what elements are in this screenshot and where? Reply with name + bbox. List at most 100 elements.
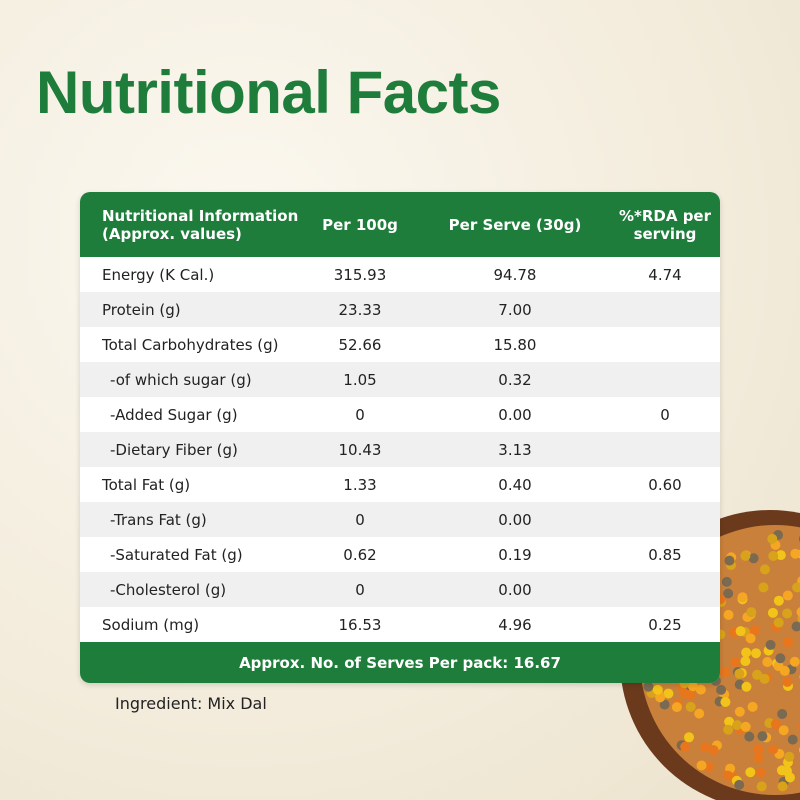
- table-row: -Added Sugar (g) 0 0.00 0: [80, 397, 720, 432]
- lentil: [643, 681, 654, 692]
- table-row: Total Fat (g) 1.33 0.40 0.60: [80, 467, 720, 502]
- table-header: Nutritional Information (Approx. values)…: [80, 192, 720, 257]
- rda: 4.74: [648, 265, 682, 284]
- per-serve: 0.00: [498, 580, 532, 599]
- rda: 0: [660, 405, 670, 424]
- lentil: [747, 701, 758, 712]
- lentil: [796, 607, 800, 617]
- ingredient: Ingredient: Mix Dal: [115, 694, 267, 713]
- lentil: [757, 731, 768, 742]
- lentil: [746, 607, 757, 618]
- lentil: [752, 669, 763, 680]
- table-row: Energy (K Cal.) 315.93 94.78 4.74: [80, 257, 720, 292]
- per-100g: 0.62: [343, 545, 377, 564]
- lentil: [685, 701, 696, 712]
- header-cell: Per 100g: [322, 215, 398, 234]
- lentil: [740, 550, 751, 561]
- per-100g: 0: [355, 510, 365, 529]
- table-row: -Cholesterol (g) 0 0.00: [80, 572, 720, 607]
- lentil: [655, 692, 666, 703]
- per-100g: 0: [355, 580, 365, 599]
- lentil: [756, 781, 767, 792]
- rda: 0.85: [648, 545, 682, 564]
- lentil: [797, 614, 800, 624]
- lentil: [762, 657, 773, 668]
- table-row: -of which sugar (g) 1.05 0.32: [80, 362, 720, 397]
- lentil: [797, 721, 800, 731]
- nutrient-label: -Cholesterol (g): [110, 580, 227, 599]
- per-serve: 0.32: [498, 370, 532, 389]
- lentil: [745, 633, 756, 644]
- table-row: Sodium (mg) 16.53 4.96 0.25: [80, 607, 720, 642]
- lentil: [723, 609, 734, 620]
- lentil: [659, 699, 670, 710]
- nutrient-label: -Dietary Fiber (g): [110, 440, 238, 459]
- lentil: [721, 576, 732, 587]
- lentil: [708, 745, 719, 756]
- lentil: [663, 688, 674, 699]
- lentil: [687, 681, 698, 692]
- nutrient-label: Total Fat (g): [102, 475, 191, 494]
- lentil: [695, 684, 706, 695]
- lentil: [782, 590, 793, 601]
- per-serve: 0.00: [498, 510, 532, 529]
- lentil: [735, 626, 746, 637]
- nutrient-label: Energy (K Cal.): [102, 265, 215, 284]
- lentil: [758, 582, 769, 593]
- lentil: [704, 761, 715, 772]
- lentil: [748, 553, 759, 564]
- lentil: [744, 731, 755, 742]
- table-row: -Saturated Fat (g) 0.62 0.19 0.85: [80, 537, 720, 572]
- header-cell: Per Serve (30g): [448, 215, 582, 234]
- nutrient-label: -Trans Fat (g): [110, 510, 207, 529]
- rda: 0.25: [648, 615, 682, 634]
- per-serve: 0.00: [498, 405, 532, 424]
- lentil: [750, 648, 761, 659]
- per-100g: 16.53: [338, 615, 382, 634]
- lentil: [740, 656, 751, 667]
- per-100g: 23.33: [338, 300, 382, 319]
- lentil: [770, 719, 781, 730]
- lentil: [759, 564, 770, 575]
- per-serve: 3.13: [498, 440, 532, 459]
- lentil: [734, 779, 745, 790]
- lentil: [719, 666, 730, 677]
- lentil: [740, 721, 751, 732]
- lentil: [791, 621, 800, 632]
- nutrient-label: -of which sugar (g): [110, 370, 252, 389]
- nutrient-label: -Added Sugar (g): [110, 405, 238, 424]
- lentil: [732, 720, 743, 731]
- lentil: [679, 688, 690, 699]
- lentil: [767, 607, 778, 618]
- lentil: [775, 550, 786, 561]
- lentil: [716, 684, 727, 695]
- lentil: [782, 608, 793, 619]
- per-serve: 0.40: [498, 475, 532, 494]
- lentil: [753, 744, 764, 755]
- per-serve: 7.00: [498, 300, 532, 319]
- lentil: [765, 639, 776, 650]
- lentil: [734, 668, 745, 679]
- lentil: [734, 706, 745, 717]
- lentil: [768, 744, 779, 755]
- lentil: [790, 548, 800, 559]
- lentil: [783, 637, 794, 648]
- lentil: [723, 588, 734, 599]
- rda: 0.60: [648, 475, 682, 494]
- lentil: [777, 781, 788, 792]
- lentil: [652, 684, 663, 695]
- nutrient-label: Protein (g): [102, 300, 181, 319]
- lentil: [741, 647, 752, 658]
- per-serve: 15.80: [493, 335, 537, 354]
- lentil: [737, 592, 748, 603]
- lentil: [776, 765, 787, 776]
- table-row: -Trans Fat (g) 0 0.00: [80, 502, 720, 537]
- lentil: [720, 696, 731, 707]
- lentil: [759, 673, 770, 684]
- lentil: [724, 555, 735, 566]
- table-body: Energy (K Cal.) 315.93 94.78 4.74 Protein (g…: [80, 257, 720, 642]
- per-serve: 0.19: [498, 545, 532, 564]
- per-100g: 1.33: [343, 475, 377, 494]
- nutrition-table: Nutritional Information (Approx. values)…: [80, 192, 720, 683]
